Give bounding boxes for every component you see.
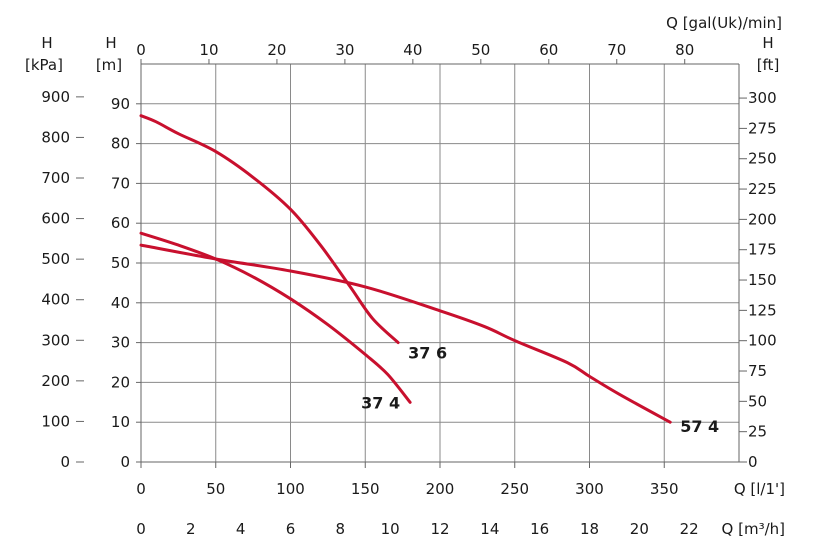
curve-37-4	[139, 231, 412, 404]
ft-tick-label: 25	[748, 423, 767, 441]
kpa-tick-label: 600	[41, 210, 70, 228]
m-tick-label: 80	[111, 135, 130, 153]
ft-tick-label: 100	[748, 332, 777, 350]
ft-tick-label: 200	[748, 210, 777, 228]
ft-tick-label: 225	[748, 180, 777, 198]
ft-tick-label: 125	[748, 301, 777, 319]
x2-tick-label: 18	[580, 520, 599, 538]
kpa-tick-label: 400	[41, 291, 70, 309]
axes	[76, 59, 747, 468]
curve-37-6	[139, 114, 400, 345]
ft-tick-label: 75	[748, 362, 767, 380]
m-tick-label: 20	[111, 373, 130, 391]
top-tick-label: 50	[471, 41, 490, 59]
top-tick-label: 60	[539, 41, 558, 59]
curve-label-57-4: 57 4	[680, 417, 719, 436]
kpa-tick-label: 900	[41, 88, 70, 106]
m-tick-label: 10	[111, 413, 130, 431]
curve-57-4	[139, 243, 672, 424]
top-tick-label: 80	[675, 41, 694, 59]
top-tick-label: 40	[403, 41, 422, 59]
kpa-axis-label-h: H	[41, 34, 52, 52]
x-tick-label: 100	[276, 480, 305, 498]
x-tick-label: 150	[351, 480, 380, 498]
top-tick-label: 10	[199, 41, 218, 59]
x2-tick-label: 22	[680, 520, 699, 538]
m-axis-label-h: H	[105, 34, 116, 52]
x2-tick-label: 16	[530, 520, 549, 538]
kpa-tick-label: 500	[41, 250, 70, 268]
x2-tick-label: 6	[286, 520, 296, 538]
curve-label-37-4: 37 4	[361, 393, 400, 412]
x-axis-label-lmin: Q [l/1']	[734, 480, 785, 498]
m-tick-label: 40	[111, 294, 130, 312]
m-tick-label: 60	[111, 214, 130, 232]
x2-tick-label: 8	[336, 520, 346, 538]
x2-tick-label: 14	[480, 520, 499, 538]
x-axis-label-m3h: Q [m³/h]	[722, 520, 785, 538]
x2-tick-label: 12	[430, 520, 449, 538]
x-tick-label: 350	[650, 480, 679, 498]
x2-tick-label: 2	[186, 520, 196, 538]
ft-axis-label-h: H	[762, 34, 773, 52]
kpa-tick-label: 100	[41, 412, 70, 430]
x2-tick-label: 4	[236, 520, 246, 538]
grid	[140, 64, 739, 462]
ft-tick-label: 250	[748, 150, 777, 168]
kpa-tick-label: 300	[41, 331, 70, 349]
m-tick-label: 90	[111, 95, 130, 113]
m-tick-label: 0	[120, 453, 130, 471]
ft-tick-label: 300	[748, 89, 777, 107]
x-tick-label: 50	[206, 480, 225, 498]
ft-axis-label-unit: [ft]	[757, 56, 780, 74]
m-tick-label: 50	[111, 254, 130, 272]
top-tick-label: 30	[335, 41, 354, 59]
ft-tick-label: 175	[748, 241, 777, 259]
top-axis-label: Q [gal(Uk)/min]	[666, 14, 782, 32]
x-tick-label: 0	[136, 480, 146, 498]
performance-curves	[139, 114, 672, 424]
kpa-axis-label-unit: [kPa]	[25, 56, 63, 74]
x-tick-label: 300	[575, 480, 604, 498]
kpa-tick-label: 0	[60, 453, 70, 471]
m-axis-label-unit: [m]	[96, 56, 122, 74]
chart-labels: 0 50 100 150 200 250 300 350 Q [l/1']0 2 4 6 8 10 12 14…	[25, 14, 785, 538]
x2-tick-label: 20	[630, 520, 649, 538]
kpa-tick-label: 700	[41, 169, 70, 187]
ft-tick-label: 150	[748, 271, 777, 289]
ft-tick-label: 275	[748, 119, 777, 137]
m-tick-label: 30	[111, 334, 130, 352]
x2-tick-label: 0	[136, 520, 146, 538]
x2-tick-label: 10	[381, 520, 400, 538]
ft-tick-label: 0	[748, 453, 758, 471]
x-tick-label: 200	[426, 480, 455, 498]
ft-tick-label: 50	[748, 392, 767, 410]
m-tick-label: 70	[111, 174, 130, 192]
x-tick-label: 250	[500, 480, 529, 498]
kpa-tick-label: 800	[41, 128, 70, 146]
top-tick-label: 0	[136, 41, 146, 59]
curve-label-37-6: 37 6	[408, 344, 447, 363]
top-tick-label: 70	[607, 41, 626, 59]
top-tick-label: 20	[267, 41, 286, 59]
kpa-tick-label: 200	[41, 372, 70, 390]
